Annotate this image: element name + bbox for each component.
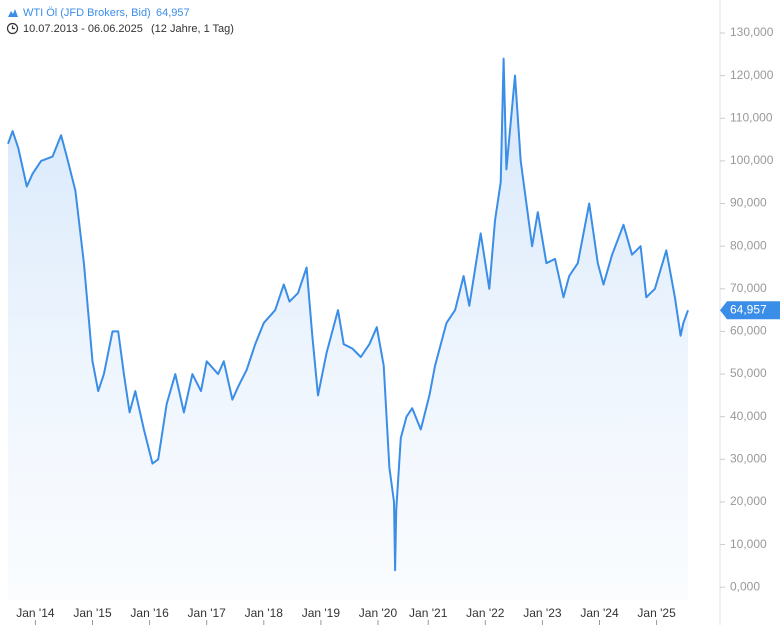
y-tick-label: 0,000 (730, 579, 760, 593)
x-tick-label: Jan '14 (16, 606, 55, 620)
span: (12 Jahre, 1 Tag) (151, 23, 234, 35)
y-tick-label: 30,000 (730, 451, 767, 465)
x-tick-label: Jan '23 (523, 606, 562, 620)
x-tick-label: Jan '20 (359, 606, 398, 620)
y-tick-label: 40,000 (730, 409, 767, 423)
y-tick-label: 130,000 (730, 25, 774, 39)
last-price: 64,957 (156, 7, 190, 19)
x-tick-label: Jan '21 (409, 606, 448, 620)
x-tick-label: Jan '25 (637, 606, 676, 620)
chart-title: WTI Öl (JFD Brokers, Bid) (23, 7, 151, 19)
x-tick-label: Jan '18 (245, 606, 284, 620)
x-tick-label: Jan '19 (302, 606, 341, 620)
x-tick-label: Jan '17 (188, 606, 227, 620)
y-tick-label: 80,000 (730, 238, 767, 252)
y-tick-label: 110,000 (730, 110, 773, 124)
y-tick-label: 90,000 (730, 196, 767, 210)
price-badge (720, 301, 780, 320)
y-tick-label: 60,000 (730, 324, 767, 338)
y-tick-label: 100,000 (730, 153, 774, 167)
x-tick-label: Jan '22 (466, 606, 505, 620)
period: 10.07.2013 - 06.06.2025 (23, 23, 143, 35)
price-badge-label: 64,957 (730, 302, 767, 316)
line (7, 57, 689, 572)
x-tick-label: Jan '24 (580, 606, 619, 620)
y-tick-label: 10,000 (730, 537, 767, 551)
y-tick-label: 120,000 (730, 68, 774, 82)
chart-icon (8, 9, 18, 17)
y-tick-label: 70,000 (730, 281, 767, 295)
area (8, 58, 688, 601)
clock-hands (11, 25, 15, 30)
y-tick-label: 20,000 (730, 494, 767, 508)
x-tick-label: Jan '16 (130, 606, 169, 620)
x-tick-label: Jan '15 (73, 606, 112, 620)
clock-icon (6, 22, 19, 35)
y-tick-label: 50,000 (730, 366, 767, 380)
